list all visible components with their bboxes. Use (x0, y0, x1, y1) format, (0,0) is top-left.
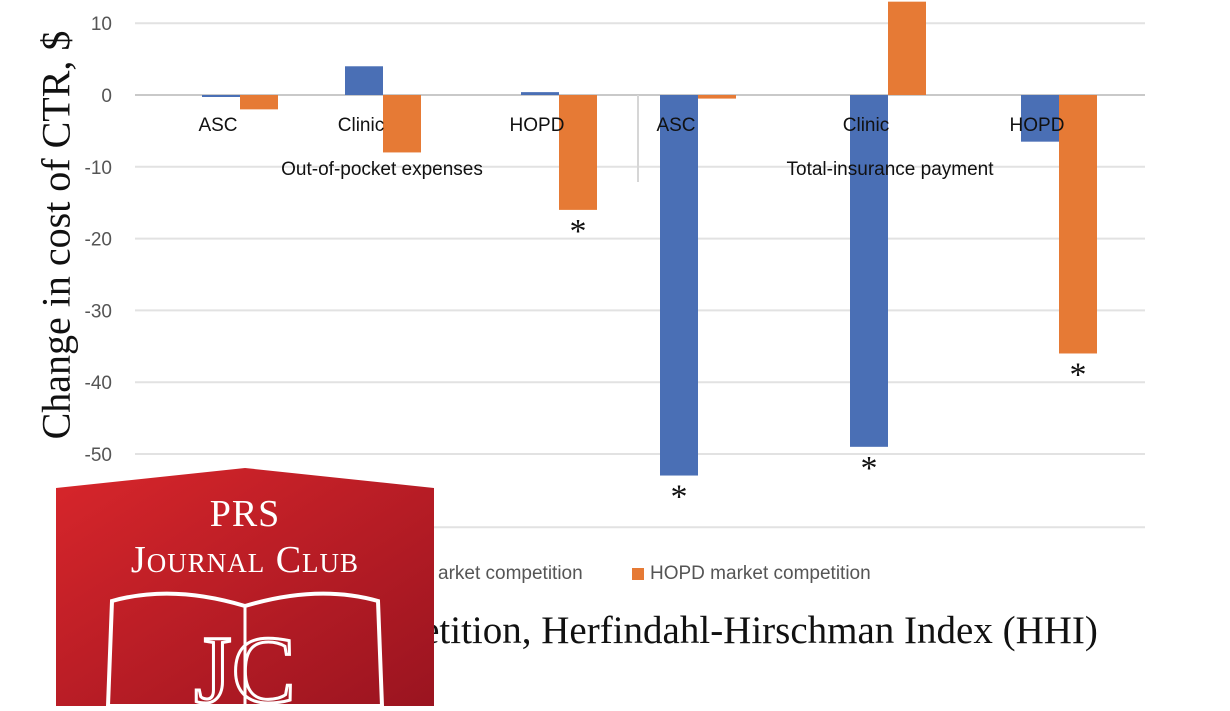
bar-blue (1021, 95, 1059, 142)
y-tick-label: -20 (85, 230, 112, 251)
category-label: HOPD (1010, 115, 1065, 136)
bar-blue (660, 95, 698, 476)
category-label: Clinic (843, 115, 889, 136)
legend-label-orange: HOPD market competition (650, 563, 871, 584)
logo-line1: PRS (209, 493, 281, 535)
logo-line2: Journal Club (130, 539, 360, 581)
bar-blue (345, 66, 383, 95)
significance-asterisk: * (570, 213, 587, 250)
bar-orange (559, 95, 597, 210)
x-axis-label: etition, Herfindahl-Hirschman Index (HHI… (422, 609, 1098, 652)
bar-blue (850, 95, 888, 447)
category-label: ASC (656, 115, 695, 136)
bar-orange (383, 95, 421, 153)
y-tick-label: -10 (85, 158, 112, 179)
bar-blue (202, 95, 240, 97)
logo-monogram: JC (194, 616, 295, 706)
significance-asterisk: * (1070, 356, 1087, 393)
y-tick-label: 10 (91, 14, 112, 35)
bar-orange (698, 95, 736, 99)
y-tick-label: -40 (85, 373, 112, 394)
category-label: Clinic (338, 115, 384, 136)
bar-blue (521, 92, 559, 95)
prs-journal-club-logo: JC PRS Journal Club (52, 466, 438, 711)
bar-orange (1059, 95, 1097, 354)
significance-asterisk: * (861, 450, 878, 487)
y-tick-label: -50 (85, 445, 112, 466)
chart: 10 0 -10 -20 -30 -40 -50 ASC Clinic HOPD ASC Clinic… (85, 1, 1145, 529)
legend-swatch-orange (632, 568, 644, 580)
bar-orange (240, 95, 278, 110)
category-label: HOPD (510, 115, 565, 136)
significance-asterisk: * (671, 479, 688, 516)
y-tick-label: -30 (85, 301, 112, 322)
legend-item-blue: arket competition (420, 563, 583, 585)
y-axis-label: Change in cost of CTR, $ (33, 30, 79, 440)
group-label: Out-of-pocket expenses (281, 159, 483, 180)
category-label: ASC (198, 115, 237, 136)
group-label: Total-insurance payment (787, 159, 995, 180)
legend-item-orange: HOPD market competition (632, 563, 871, 585)
y-tick-label: 0 (101, 86, 112, 107)
bar-orange (888, 1, 926, 95)
legend-label-blue: arket competition (438, 563, 583, 584)
